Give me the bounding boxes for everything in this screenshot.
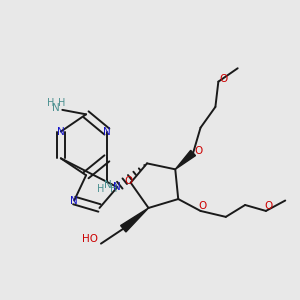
Text: O: O xyxy=(194,146,202,156)
Polygon shape xyxy=(121,208,148,232)
Text: H: H xyxy=(47,98,55,108)
Polygon shape xyxy=(175,150,196,169)
Text: O: O xyxy=(124,176,132,186)
Text: H: H xyxy=(58,98,65,108)
Text: H: H xyxy=(110,184,117,194)
Text: N: N xyxy=(113,182,121,192)
Text: N: N xyxy=(103,127,111,136)
Text: H: H xyxy=(97,184,105,194)
Text: N: N xyxy=(103,180,111,190)
Text: N: N xyxy=(57,127,65,136)
Text: O: O xyxy=(264,202,272,212)
Text: HO: HO xyxy=(82,234,98,244)
Text: N: N xyxy=(70,196,78,206)
Text: N: N xyxy=(52,103,60,113)
Text: O: O xyxy=(199,202,207,212)
Text: O: O xyxy=(220,74,228,84)
